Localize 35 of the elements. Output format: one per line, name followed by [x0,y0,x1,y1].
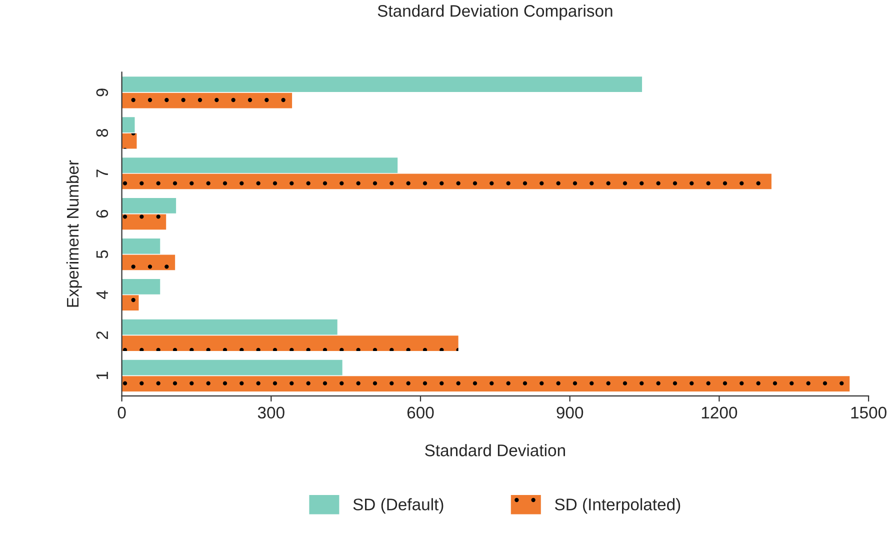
y-tick-label: 2 [96,331,108,340]
y-tick-label: 4 [96,290,108,300]
bar [122,278,160,294]
bar [122,76,642,92]
chart-title: Standard Deviation Comparison [378,4,612,20]
bar [122,295,139,311]
bar [122,319,338,335]
x-tick-label: 600 [407,406,434,419]
y-axis-title: Experiment Number [66,160,82,307]
bar [122,198,176,214]
bar [122,214,166,230]
y-tick-label: 6 [96,210,108,218]
bar [122,360,342,376]
legend-label: SD (Default) [353,498,444,514]
legend-label: SD (Interpolated) [554,498,680,514]
y-tick-label: 7 [96,170,108,178]
bar [122,158,398,173]
bar [122,133,137,149]
y-tick-label: 1 [96,372,108,380]
bar [122,254,176,270]
y-tick-label: 5 [96,250,108,258]
x-axis-title: Standard Deviation [425,444,565,456]
bar [122,117,135,133]
bar [122,376,850,392]
y-tick-label: 9 [96,88,108,96]
x-tick-label: 1200 [702,406,738,419]
x-tick-label: 300 [258,406,284,419]
bar [122,92,292,108]
x-tick-label: 0 [118,406,126,419]
y-tick-label: 8 [96,129,108,137]
bar [122,238,160,254]
bar [122,336,458,351]
x-tick-label: 1500 [851,406,886,419]
x-tick-label: 900 [556,406,584,419]
bar [122,174,772,190]
